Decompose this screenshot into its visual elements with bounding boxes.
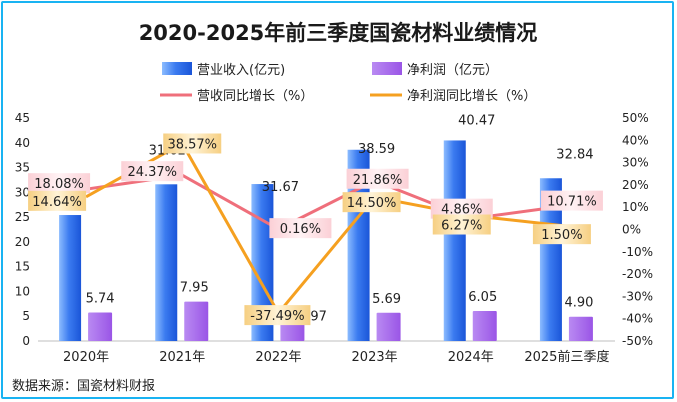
y-left-tick-label: 40 (15, 136, 30, 150)
y-right-tick-label: 40% (622, 133, 649, 147)
axes: 0 5 10 15 20 25 30 35 40 45 -50% -40% -30% -20% -10% 0%… (15, 111, 653, 365)
x-tick-label: 2023年 (352, 350, 398, 365)
revenue-growth-label-box (121, 161, 184, 182)
profit-growth-label: 1.50% (541, 228, 582, 243)
profit-bar (376, 312, 401, 341)
y-left-tick-label: 45 (15, 111, 30, 125)
profit-growth-label-box (163, 133, 222, 154)
revenue-growth-label-box (28, 173, 91, 194)
y-right-tick-label: 50% (622, 111, 649, 125)
legend-profit-label: 净利润（亿元） (407, 63, 498, 78)
x-tick-label: 2024年 (448, 350, 494, 365)
x-tick-label: 2025前三季度 (524, 349, 609, 365)
profit-growth-label-box (342, 192, 401, 213)
profit-bar (472, 311, 497, 341)
legend-revenue-label: 营业收入(亿元) (197, 63, 285, 78)
y-left-tick-label: 0 (22, 334, 30, 348)
y-left-tick-label: 10 (15, 284, 30, 298)
y-left-tick-label: 15 (15, 260, 30, 274)
revenue-growth-label: 24.37% (127, 165, 177, 180)
x-tick-label: 2020年 (63, 350, 109, 365)
revenue-growth-label-box (540, 190, 603, 211)
y-left-tick-label: 35 (15, 161, 30, 175)
revenue-growth-label: 18.08% (34, 177, 84, 192)
profit-bar (568, 316, 593, 341)
profit-growth-label: -37.49% (250, 309, 304, 324)
revenue-value-label: 38.59 (358, 142, 395, 157)
revenue-growth-label-box (346, 168, 409, 189)
revenue-growth-label: 10.71% (547, 195, 597, 210)
y-left-tick-label: 30 (15, 185, 30, 199)
revenue-bar (155, 184, 178, 341)
profit-growth-label: 14.64% (32, 195, 82, 210)
y-left-tick-label: 20 (15, 235, 30, 249)
revenue-growth-label: 0.16% (280, 222, 321, 237)
chart-title: 2020-2025年前三季度国瓷材料业绩情况 (139, 21, 538, 45)
y-right-tick-label: 0% (622, 223, 641, 237)
profit-value-label: 5.69 (372, 292, 401, 307)
revenue-bar (539, 178, 562, 341)
revenue-growth-label-box (430, 198, 493, 219)
profit-value-label: 6.05 (468, 290, 497, 305)
revenue-growth-label: 4.86% (441, 203, 482, 218)
profit-growth-label-box (432, 214, 491, 235)
y-right-tick-label: -20% (622, 267, 653, 281)
revenue-growth-label: 21.86% (353, 173, 403, 188)
x-tick-label: 2021年 (159, 350, 205, 365)
revenue-growth-label-box (269, 218, 332, 239)
y-right-tick-label: 20% (622, 178, 649, 192)
revenue-bar (443, 140, 466, 341)
y-left-tick-label: 25 (15, 210, 30, 224)
y-right-tick-label: -40% (622, 312, 653, 326)
profit-value-label: 5.74 (86, 292, 115, 307)
profit-value-label: 7.95 (180, 281, 209, 296)
profit-bar (88, 312, 113, 341)
profit-growth-label-box (244, 305, 311, 326)
profit-growth-label-box (532, 224, 591, 245)
legend-revenue-growth-label: 营收同比增长（%） (197, 89, 313, 104)
labels-layer: 25.4231.6231.6738.5940.4732.845.747.954.… (28, 113, 603, 326)
profit-value-label: 4.90 (564, 296, 593, 311)
profit-growth-label-box (28, 190, 87, 211)
y-left-tick-label: 5 (22, 309, 30, 323)
legend: 营业收入(亿元) 净利润（亿元） 营收同比增长（%） 净利润同比增长（%） (160, 62, 536, 104)
y-right-tick-label: 10% (622, 200, 649, 214)
y-right-tick-label: -10% (622, 245, 653, 259)
x-tick-label: 2022年 (255, 350, 301, 365)
legend-revenue-swatch (162, 62, 192, 75)
revenue-value-label: 32.84 (556, 147, 593, 162)
profit-growth-label: 38.57% (167, 137, 217, 152)
legend-profit-growth-label: 净利润同比增长（%） (407, 89, 536, 104)
revenue-value-label: 31.67 (262, 180, 299, 195)
revenue-bar (59, 215, 82, 341)
profit-growth-label: 14.50% (347, 196, 397, 211)
profit-growth-label: 6.27% (441, 219, 482, 234)
y-right-tick-label: 30% (622, 156, 649, 170)
revenue-value-label: 40.47 (458, 113, 495, 128)
y-right-tick-label: -30% (622, 289, 653, 303)
legend-profit-swatch (372, 62, 402, 75)
source-note: 数据来源：国瓷材料财报 (12, 379, 155, 394)
profit-bar (184, 301, 209, 341)
y-right-tick-label: -50% (622, 334, 653, 348)
